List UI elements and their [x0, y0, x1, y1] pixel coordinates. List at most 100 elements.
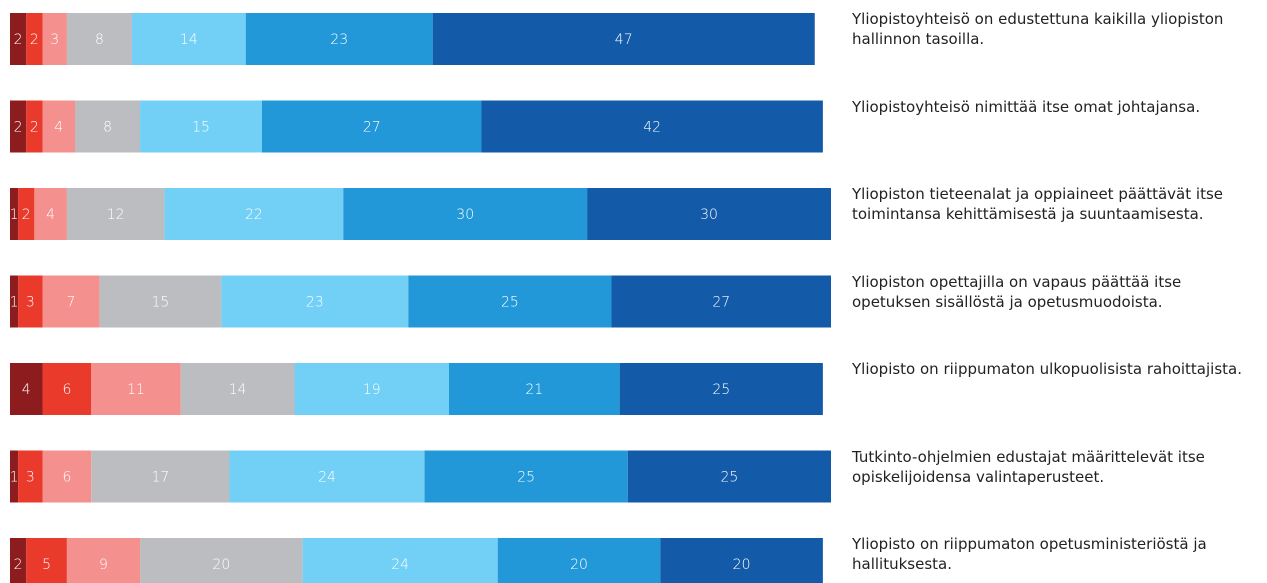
- bar-segment: [26, 538, 67, 583]
- bar-segment: [481, 100, 823, 153]
- value-label: 2: [30, 120, 39, 136]
- bar-segment: [343, 188, 588, 240]
- bar-segment: [229, 450, 425, 503]
- bar-segment: [432, 13, 815, 65]
- value-label: 27: [363, 120, 381, 136]
- value-label: 4: [22, 382, 31, 398]
- bar-segment: [66, 188, 165, 240]
- value-label: 9: [99, 557, 108, 573]
- bar-segment: [10, 450, 19, 503]
- value-label: 1: [10, 207, 19, 223]
- value-label: 25: [712, 382, 730, 398]
- value-label: 17: [151, 470, 169, 486]
- bar-segment: [18, 188, 35, 240]
- bar-segment: [261, 100, 482, 153]
- category-label: Yliopiston tieteenalat ja oppiaineet pää…: [852, 185, 1223, 223]
- value-label: 30: [700, 207, 718, 223]
- bar-segment: [10, 275, 19, 328]
- value-label: 14: [229, 382, 247, 398]
- value-label: 20: [733, 557, 751, 573]
- value-label: 14: [180, 32, 198, 48]
- bar-segment: [424, 450, 628, 503]
- value-label: 25: [720, 470, 738, 486]
- category-label: Yliopisto on riippumaton opetusministeri…: [852, 535, 1207, 573]
- value-label: 11: [127, 382, 145, 398]
- value-label: 2: [22, 207, 31, 223]
- value-label: 3: [50, 32, 59, 48]
- value-label: 24: [391, 557, 409, 573]
- value-label: 7: [67, 295, 76, 311]
- value-label: 12: [107, 207, 125, 223]
- bar-segment: [302, 538, 498, 583]
- bar-segment: [91, 363, 181, 415]
- bar-segment: [408, 275, 612, 328]
- value-label: 4: [54, 120, 63, 136]
- value-label: 8: [95, 32, 104, 48]
- bar-segment: [140, 100, 262, 153]
- value-label: 3: [26, 295, 35, 311]
- value-label: 20: [212, 557, 230, 573]
- value-label: 23: [306, 295, 324, 311]
- bar-segment: [131, 13, 246, 65]
- value-label: 47: [615, 32, 633, 48]
- bar-segment: [10, 538, 27, 583]
- bar-segment: [18, 450, 43, 503]
- value-label: 2: [14, 557, 23, 573]
- bar-segment: [42, 450, 92, 503]
- bar-segment: [587, 188, 831, 240]
- bar-segment: [42, 13, 67, 65]
- bar-segment: [99, 275, 222, 328]
- value-label: 6: [62, 382, 71, 398]
- bar-segment: [42, 100, 76, 153]
- bar-segment: [18, 275, 43, 328]
- category-label: Yliopiston opettajilla on vapaus päättää…: [852, 272, 1182, 311]
- chart: 2 2 3 8 14 23 472 2 4 8 15 27 421 2 4 12 22 30 301 3 7 15 23 25…: [10, 13, 831, 583]
- value-label: 15: [151, 295, 169, 311]
- value-label: 21: [525, 382, 543, 398]
- value-label: 2: [14, 32, 23, 48]
- bar-segment: [26, 13, 43, 65]
- value-label: 25: [501, 295, 519, 311]
- bar-segment: [34, 188, 67, 240]
- bar-segment: [448, 363, 620, 415]
- bar-segment: [619, 363, 823, 415]
- bar-segment: [10, 13, 27, 65]
- bar-segment: [75, 100, 141, 153]
- bar-segment: [180, 363, 295, 415]
- value-label: 3: [26, 470, 35, 486]
- value-label: 1: [10, 470, 19, 486]
- bar-segment: [627, 450, 831, 503]
- category-label: Yliopistoyhteisö on edustettuna kaikilla…: [852, 10, 1224, 48]
- bar-segment: [42, 275, 100, 328]
- bar-segment: [294, 363, 449, 415]
- bar-segment: [221, 275, 409, 328]
- value-label: 2: [30, 32, 39, 48]
- value-label: 24: [318, 470, 336, 486]
- value-label: 15: [192, 120, 210, 136]
- category-label: Yliopisto on riippumaton ulkopuolisista …: [852, 360, 1242, 378]
- value-label: 2: [14, 120, 23, 136]
- bar-segment: [10, 100, 27, 153]
- value-label: 5: [42, 557, 51, 573]
- bar-segment: [10, 363, 43, 415]
- bar-segment: [26, 100, 43, 153]
- bar-segment: [91, 450, 230, 503]
- bar-segment: [42, 363, 92, 415]
- category-label: Tutkinto-ohjelmien edustajat määrittelev…: [852, 447, 1205, 486]
- value-label: 27: [712, 295, 730, 311]
- bar-segment: [66, 538, 141, 583]
- bar-segment: [660, 538, 823, 583]
- value-label: 42: [643, 120, 661, 136]
- bar-segment: [611, 275, 831, 328]
- value-label: 20: [570, 557, 588, 573]
- value-label: 19: [363, 382, 381, 398]
- value-label: 30: [456, 207, 474, 223]
- category-label: Yliopistoyhteisö nimittää itse omat joht…: [852, 97, 1201, 116]
- value-label: 8: [103, 120, 112, 136]
- bar-segment: [245, 13, 433, 65]
- value-label: 25: [517, 470, 535, 486]
- bar-segment: [66, 13, 132, 65]
- value-label: 22: [245, 207, 263, 223]
- value-label: 1: [10, 295, 19, 311]
